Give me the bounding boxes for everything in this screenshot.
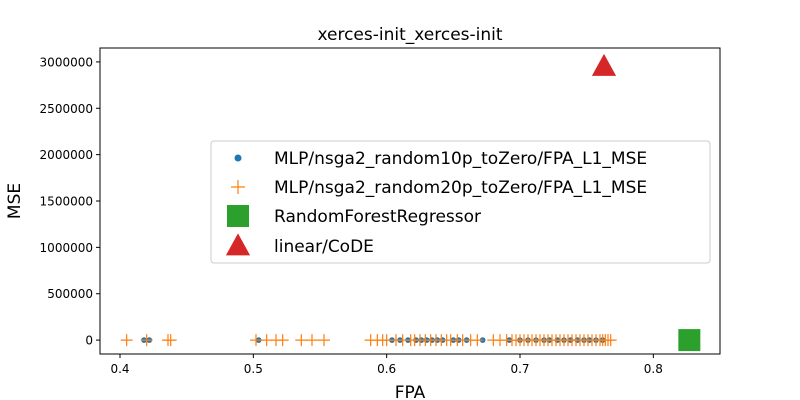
series-3 bbox=[591, 53, 617, 76]
legend-label: MLP/nsga2_random10p_toZero/FPA_L1_MSE bbox=[274, 149, 647, 169]
x-tick-label: 0.7 bbox=[510, 362, 529, 376]
legend-label: RandomForestRegressor bbox=[274, 207, 481, 227]
x-axis-label: FPA bbox=[395, 383, 426, 400]
legend-label: MLP/nsga2_random20p_toZero/FPA_L1_MSE bbox=[274, 178, 647, 198]
data-point bbox=[276, 334, 289, 347]
data-point bbox=[164, 334, 177, 347]
data-point bbox=[604, 334, 617, 347]
data-point bbox=[318, 334, 330, 347]
data-point bbox=[471, 334, 484, 347]
legend-marker bbox=[234, 154, 242, 162]
data-point bbox=[140, 334, 153, 347]
y-tick-label: 3000000 bbox=[40, 55, 93, 69]
y-tick-label: 2500000 bbox=[40, 102, 93, 116]
legend-marker bbox=[225, 233, 251, 256]
legend-frame bbox=[210, 140, 711, 264]
data-point bbox=[120, 334, 133, 347]
y-tick-label: 1500000 bbox=[40, 195, 93, 209]
x-tick-label: 0.6 bbox=[377, 362, 396, 376]
x-tick-label: 0.5 bbox=[244, 362, 263, 376]
y-tick-label: 500000 bbox=[47, 287, 93, 301]
legend-marker bbox=[231, 180, 245, 194]
x-tick-label: 0.8 bbox=[644, 362, 663, 376]
data-point bbox=[591, 53, 617, 76]
data-point bbox=[678, 329, 701, 352]
data-point bbox=[306, 334, 318, 347]
plot-marks bbox=[120, 53, 701, 352]
legend: MLP/nsga2_random10p_toZero/FPA_L1_MSE MLP… bbox=[210, 140, 711, 264]
y-tick-label: 0 bbox=[85, 334, 93, 348]
legend-entries: MLP/nsga2_random10p_toZero/FPA_L1_MSE MLP… bbox=[225, 149, 647, 257]
data-point bbox=[250, 334, 262, 347]
series-2 bbox=[678, 329, 701, 352]
chart-title: xerces-init_xerces-init bbox=[317, 25, 502, 45]
data-point bbox=[295, 334, 308, 347]
x-tick-label: 0.4 bbox=[110, 362, 129, 376]
y-axis: 0 500000 1000000 1500000 2000000 2500000 30000… bbox=[40, 55, 100, 348]
legend-marker bbox=[227, 205, 249, 227]
y-tick-label: 1000000 bbox=[40, 241, 93, 255]
y-tick-label: 2000000 bbox=[40, 148, 93, 162]
series-1 bbox=[120, 334, 617, 347]
legend-label: linear/CoDE bbox=[274, 237, 374, 257]
y-axis-label: MSE bbox=[5, 183, 25, 219]
x-axis: 0.4 0.5 0.6 0.7 0.8 bbox=[110, 354, 663, 376]
